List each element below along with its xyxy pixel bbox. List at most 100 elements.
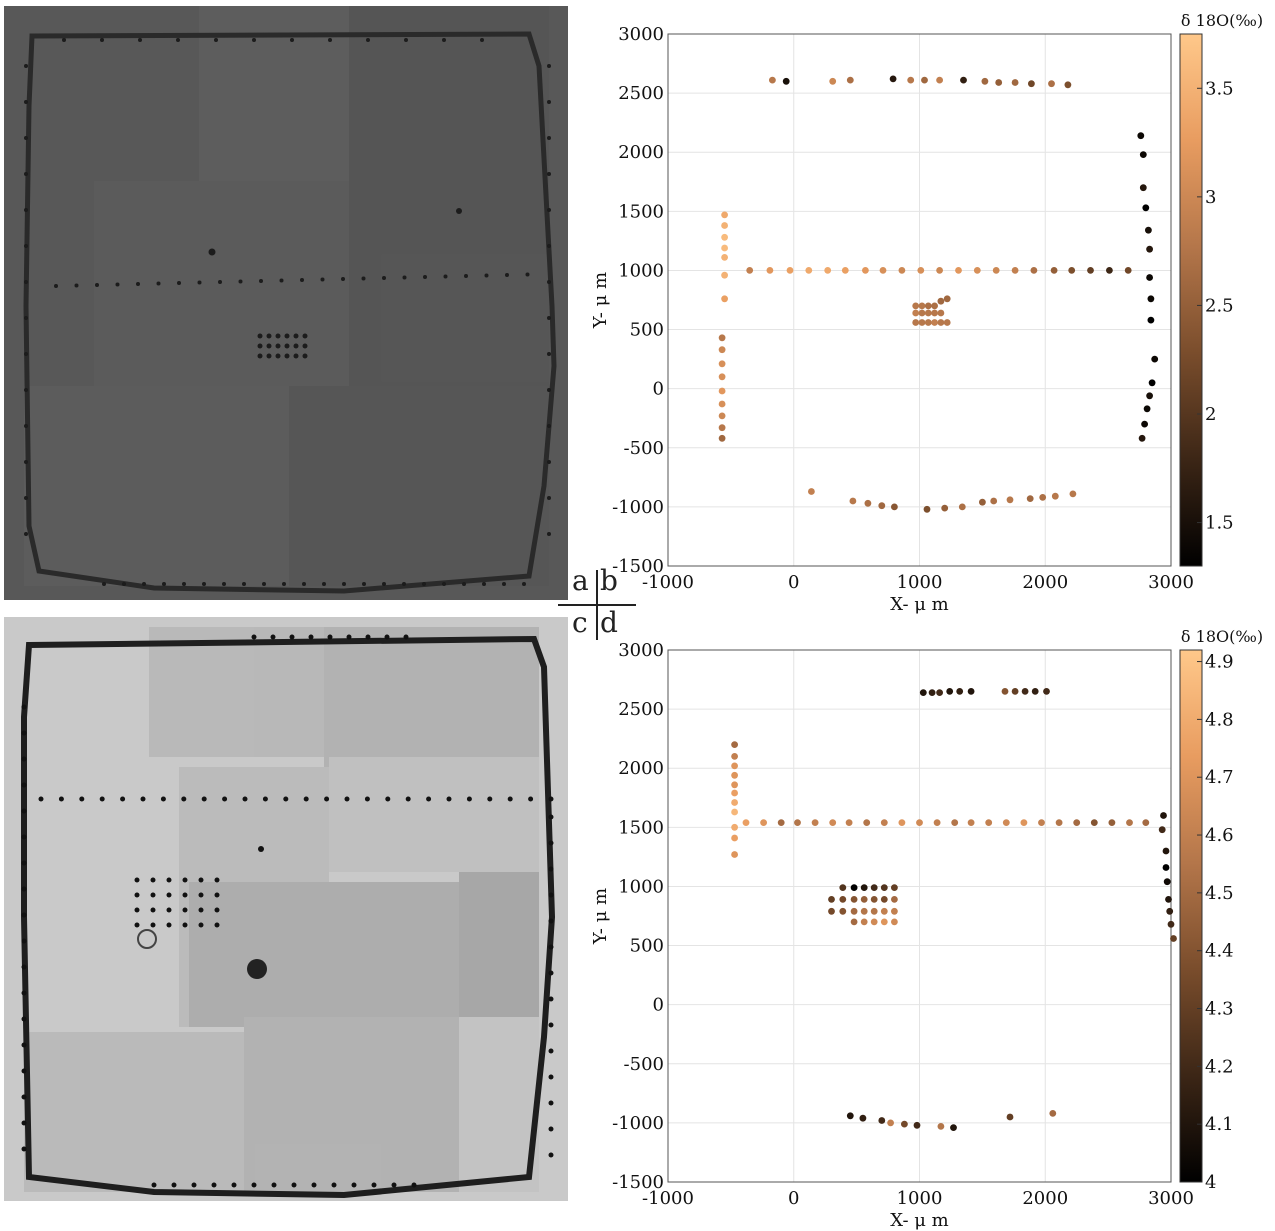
- analysis-pit: [177, 281, 181, 285]
- data-point: [731, 799, 738, 806]
- analysis-pit: [303, 344, 308, 349]
- analysis-pit: [547, 352, 551, 356]
- analysis-pit: [215, 923, 220, 928]
- analysis-pit: [549, 797, 554, 802]
- analysis-pit: [258, 354, 263, 359]
- analysis-pit: [547, 496, 551, 500]
- data-point: [1164, 878, 1171, 885]
- colorbar-tick-label: 3.5: [1205, 78, 1234, 99]
- y-tick-label: 3000: [618, 24, 664, 45]
- analysis-pit: [321, 278, 325, 282]
- analysis-pit: [22, 913, 27, 918]
- data-point: [808, 488, 815, 495]
- data-point: [851, 884, 858, 891]
- analysis-pit: [100, 797, 105, 802]
- analysis-pit: [157, 282, 161, 286]
- analysis-pit: [480, 38, 484, 42]
- analysis-pit: [505, 273, 509, 277]
- data-point: [1012, 688, 1019, 695]
- analysis-pit: [167, 893, 172, 898]
- analysis-pit: [258, 334, 263, 339]
- data-point: [1141, 421, 1148, 428]
- analysis-pit: [202, 582, 206, 586]
- analysis-pit: [385, 635, 390, 640]
- colorbar-tick-label: 4: [1205, 1172, 1216, 1193]
- analysis-pit: [95, 283, 99, 287]
- data-point: [1159, 826, 1166, 833]
- data-point: [938, 298, 945, 305]
- data-point: [1065, 81, 1072, 88]
- y-tick-label: -500: [624, 1054, 664, 1075]
- analysis-pit: [183, 923, 188, 928]
- data-point: [731, 781, 738, 788]
- analysis-pit: [547, 136, 551, 140]
- analysis-pit: [39, 797, 44, 802]
- data-point: [891, 908, 898, 915]
- x-tick-label: 0: [788, 572, 799, 593]
- data-point: [1052, 493, 1059, 500]
- analysis-pit: [549, 1153, 554, 1158]
- colorbar-tick-label: 4.6: [1205, 825, 1234, 846]
- data-point: [878, 1117, 885, 1124]
- data-point: [951, 819, 958, 826]
- analysis-pit: [276, 334, 281, 339]
- analysis-pit: [142, 582, 146, 586]
- data-point: [974, 267, 981, 274]
- data-point: [829, 819, 836, 826]
- data-point: [995, 79, 1002, 86]
- data-point: [719, 334, 726, 341]
- data-point: [1148, 317, 1155, 324]
- data-point: [1146, 274, 1153, 281]
- data-point: [812, 819, 819, 826]
- colorbar-label: δ 18O(‰): [1181, 11, 1263, 30]
- data-point: [731, 809, 738, 816]
- colorbar-tick-label: 4.1: [1205, 1114, 1234, 1135]
- colorbar: [1180, 34, 1202, 566]
- data-point: [919, 319, 926, 326]
- y-tick-label: 0: [653, 995, 664, 1016]
- analysis-pit: [294, 344, 299, 349]
- analysis-pit: [181, 797, 186, 802]
- analysis-pit: [404, 38, 408, 42]
- analysis-pit: [215, 893, 220, 898]
- analysis-pit: [292, 1183, 297, 1188]
- analysis-pit: [267, 344, 272, 349]
- analysis-pit: [276, 344, 281, 349]
- data-point: [921, 77, 928, 84]
- data-point: [829, 78, 836, 85]
- colorbar-tick-label: 4.5: [1205, 883, 1234, 904]
- data-point: [871, 919, 878, 926]
- data-point: [887, 1120, 894, 1127]
- x-tick-label: 2000: [1022, 572, 1068, 593]
- data-point: [993, 267, 1000, 274]
- data-point: [946, 688, 953, 695]
- analysis-pit: [303, 354, 308, 359]
- analysis-pit: [222, 797, 227, 802]
- data-point: [787, 267, 794, 274]
- data-point: [794, 819, 801, 826]
- data-point: [1106, 267, 1113, 274]
- scatter-chart-d: -1000 0 1000 2000 3000-1500-1000-50005001000…: [572, 622, 1275, 1231]
- analysis-pit: [526, 273, 530, 277]
- analysis-pit: [283, 797, 288, 802]
- analysis-pit: [482, 582, 486, 586]
- data-point: [936, 77, 943, 84]
- analysis-pit: [232, 1183, 237, 1188]
- analysis-pit: [285, 344, 290, 349]
- colorbar-tick-label: 4.8: [1205, 709, 1234, 730]
- data-point: [743, 819, 750, 826]
- analysis-pit: [199, 893, 204, 898]
- analysis-pit: [24, 136, 28, 140]
- data-point: [719, 424, 726, 431]
- data-point: [721, 222, 728, 229]
- data-point: [719, 401, 726, 408]
- analysis-pit: [59, 797, 64, 802]
- analysis-pit: [141, 797, 146, 802]
- data-point: [1007, 1114, 1014, 1121]
- analysis-pit: [549, 919, 554, 924]
- colorbar-tick-label: 2.5: [1205, 295, 1234, 316]
- data-point: [1160, 812, 1167, 819]
- analysis-pit: [24, 172, 28, 176]
- data-point: [1142, 819, 1149, 826]
- analysis-pit: [167, 923, 172, 928]
